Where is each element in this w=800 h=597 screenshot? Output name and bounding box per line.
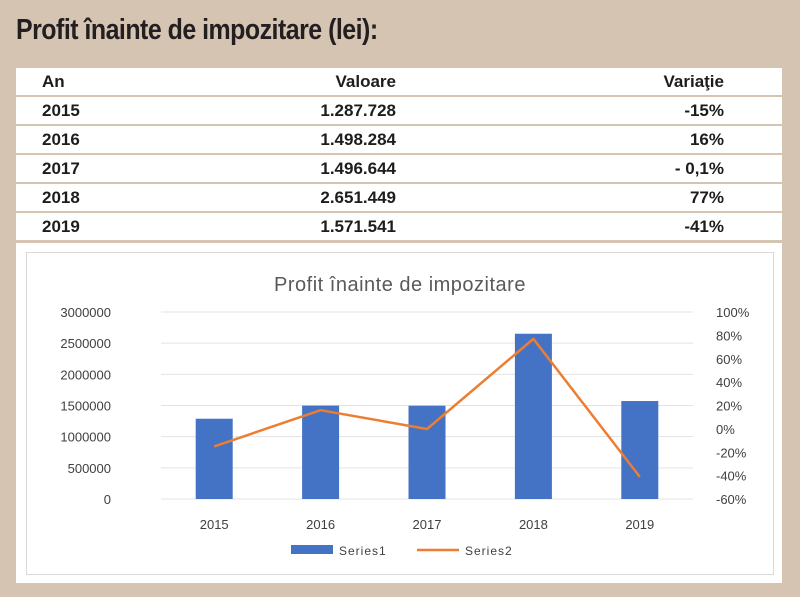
- y-right-tick-label: 60%: [716, 352, 742, 367]
- y-left-tick-label: 1000000: [60, 430, 111, 445]
- value-cell: 1.496.644: [320, 159, 396, 178]
- page-title: Profit înainte de impozitare (lei):: [16, 14, 378, 46]
- profit-chart: Profit înainte de impozitare 3000000 2500…: [60, 274, 749, 558]
- y-right-tick-label: 100%: [716, 305, 750, 320]
- year-cell: 2015: [42, 101, 80, 120]
- y-left-tick-label: 2500000: [60, 336, 111, 351]
- x-tick-label: 2019: [625, 517, 654, 532]
- y-right-tick-label: 20%: [716, 399, 742, 414]
- column-header-an: An: [42, 72, 65, 91]
- table-header-row: An Valoare Variaţie: [16, 68, 782, 97]
- table-row: 2019 1.571.541 -41%: [16, 213, 782, 240]
- legend-series1-swatch: [291, 545, 333, 554]
- y-left-tick-label: 0: [104, 492, 111, 507]
- x-tick-label: 2016: [306, 517, 335, 532]
- variation-cell: 77%: [689, 188, 724, 207]
- variation-cell: 16%: [689, 130, 724, 149]
- y-right-tick-label: 80%: [716, 328, 742, 343]
- table-row: 2016 1.498.284 16%: [16, 126, 782, 155]
- legend-series1-label: Series1: [339, 544, 387, 558]
- variation-cell: -15%: [684, 101, 724, 120]
- table-row: 2015 1.287.728 -15%: [16, 97, 782, 126]
- bar: [514, 333, 552, 499]
- y-right-tick-label: 0%: [716, 422, 735, 437]
- year-cell: 2019: [42, 217, 80, 236]
- year-cell: 2016: [42, 130, 80, 149]
- y-right-tick-label: 40%: [716, 375, 742, 390]
- x-tick-label: 2017: [413, 517, 442, 532]
- y-left-tick-label: 3000000: [60, 305, 111, 320]
- bar: [302, 405, 340, 499]
- series2-line: [213, 337, 641, 478]
- y-left-tick-label: 2000000: [60, 367, 111, 382]
- column-header-valoare: Valoare: [335, 72, 397, 91]
- axis-labels: 3000000 2500000 2000000 1500000 1000000 50000…: [60, 305, 749, 532]
- value-cell: 1.571.541: [320, 217, 396, 236]
- y-right-tick-label: -60%: [716, 492, 747, 507]
- value-cell: 2.651.449: [320, 188, 396, 207]
- legend: Series1 Series2: [291, 544, 513, 558]
- bar: [408, 405, 446, 499]
- value-cell: 1.287.728: [320, 101, 396, 120]
- variation-cell: -41%: [684, 217, 724, 236]
- bar: [621, 401, 659, 499]
- chart-frame: Profit înainte de impozitare 3000000 2500…: [26, 252, 774, 575]
- value-cell: 1.498.284: [320, 130, 396, 149]
- bar: [195, 418, 233, 499]
- table-row: 2018 2.651.449 77%: [16, 184, 782, 213]
- line-series: [213, 337, 641, 478]
- chart-title: Profit înainte de impozitare: [274, 274, 526, 296]
- column-header-variatie: Variaţie: [663, 72, 725, 91]
- year-cell: 2017: [42, 159, 80, 178]
- variation-cell: - 0,1%: [674, 159, 724, 178]
- y-right-tick-label: -20%: [716, 445, 747, 460]
- legend-series2-label: Series2: [465, 544, 513, 558]
- profit-table: An Valoare Variaţie 2015 1.287.728 -15% …: [16, 68, 782, 240]
- table-row: 2017 1.496.644 - 0,1%: [16, 155, 782, 184]
- x-tick-label: 2018: [519, 517, 548, 532]
- chart-panel: Profit înainte de impozitare 3000000 2500…: [16, 243, 782, 583]
- y-left-tick-label: 500000: [68, 461, 111, 476]
- y-left-tick-label: 1500000: [60, 399, 111, 414]
- y-right-tick-label: -40%: [716, 469, 747, 484]
- bar-series: [195, 333, 659, 499]
- year-cell: 2018: [42, 188, 80, 207]
- x-tick-label: 2015: [200, 517, 229, 532]
